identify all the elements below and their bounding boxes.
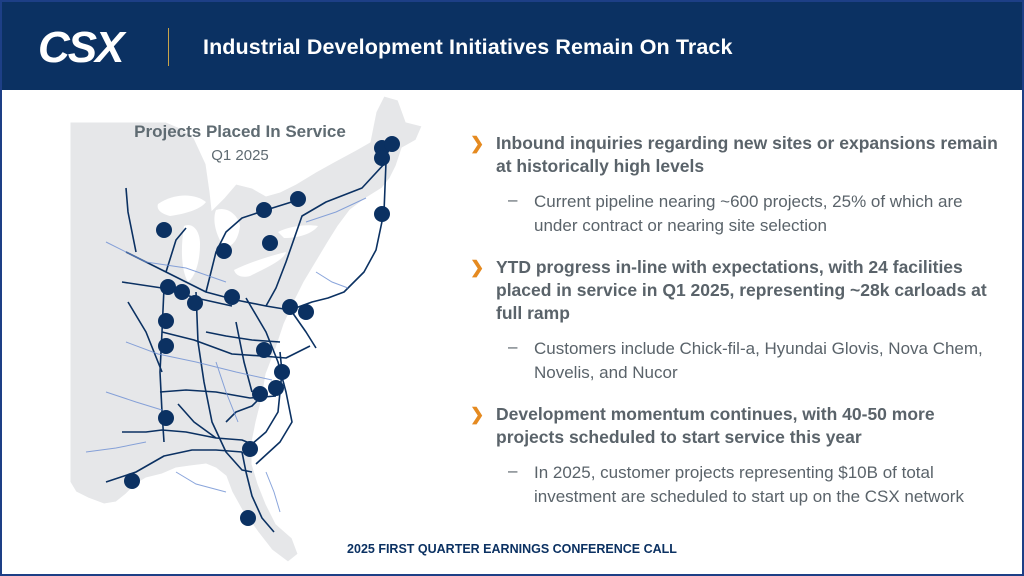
rail-lines <box>105 161 387 533</box>
project-marker <box>374 150 390 166</box>
project-marker <box>158 338 174 354</box>
project-marker <box>124 473 140 489</box>
project-marker <box>256 202 272 218</box>
project-marker <box>384 136 400 152</box>
dash-icon: – <box>508 461 518 480</box>
project-marker <box>262 235 278 251</box>
project-marker <box>187 295 203 311</box>
bullet-item: ❯ Inbound inquiries regarding new sites … <box>470 132 1000 178</box>
dash-icon: – <box>508 190 518 209</box>
svg-text:CSX: CSX <box>38 24 127 68</box>
chevron-right-icon: ❯ <box>470 258 485 277</box>
bullet-item: ❯ Development momentum continues, with 4… <box>470 403 1000 449</box>
chevron-right-icon: ❯ <box>470 405 485 424</box>
us-rail-map <box>69 95 423 562</box>
sub-bullet-item: – Current pipeline nearing ~600 projects… <box>470 190 1000 238</box>
bullet-list: ❯ Inbound inquiries regarding new sites … <box>470 132 1000 515</box>
project-marker <box>298 304 314 320</box>
sub-bullet-item: – In 2025, customer projects representin… <box>470 461 1000 509</box>
footer-text: 2025 FIRST QUARTER EARNINGS CONFERENCE C… <box>347 542 677 556</box>
page-title: Industrial Development Initiatives Remai… <box>203 35 733 59</box>
project-marker <box>224 289 240 305</box>
map-subtitle: Q1 2025 <box>211 147 269 164</box>
project-marker <box>158 410 174 426</box>
project-marker <box>240 510 256 526</box>
map-title: Projects Placed In Service <box>134 122 346 141</box>
project-marker <box>174 284 190 300</box>
lake-ontario <box>278 225 318 238</box>
project-marker <box>156 222 172 238</box>
header-bar: CSX Industrial Development Initiatives R… <box>2 2 1022 90</box>
project-marker <box>158 313 174 329</box>
bullet-text: Development momentum continues, with 40-… <box>496 404 935 447</box>
map-land <box>69 95 423 562</box>
dash-icon: – <box>508 337 518 356</box>
csx-logo: CSX <box>38 24 129 68</box>
bullet-text: YTD progress in-line with expectations, … <box>496 257 987 323</box>
sub-bullet-text: Customers include Chick-fil-a, Hyundai G… <box>534 339 983 382</box>
project-marker <box>282 299 298 315</box>
project-markers <box>124 136 400 526</box>
sub-bullet-item: – Customers include Chick-fil-a, Hyundai… <box>470 337 1000 385</box>
project-marker <box>290 191 306 207</box>
project-marker <box>268 380 284 396</box>
bullet-text: Inbound inquiries regarding new sites or… <box>496 133 998 176</box>
project-marker <box>274 364 290 380</box>
bullet-item: ❯ YTD progress in-line with expectations… <box>470 256 1000 325</box>
project-marker <box>256 342 272 358</box>
project-marker <box>252 386 268 402</box>
sub-bullet-text: Current pipeline nearing ~600 projects, … <box>534 192 963 235</box>
rail-lines-secondary <box>85 197 367 513</box>
lake-superior <box>157 195 206 216</box>
project-marker <box>160 279 176 295</box>
header-divider <box>168 28 169 66</box>
project-marker <box>242 441 258 457</box>
lake-huron <box>214 208 240 246</box>
project-marker <box>216 243 232 259</box>
chevron-right-icon: ❯ <box>470 134 485 153</box>
project-marker <box>374 206 390 222</box>
sub-bullet-text: In 2025, customer projects representing … <box>534 463 964 506</box>
lake-erie <box>234 252 286 277</box>
